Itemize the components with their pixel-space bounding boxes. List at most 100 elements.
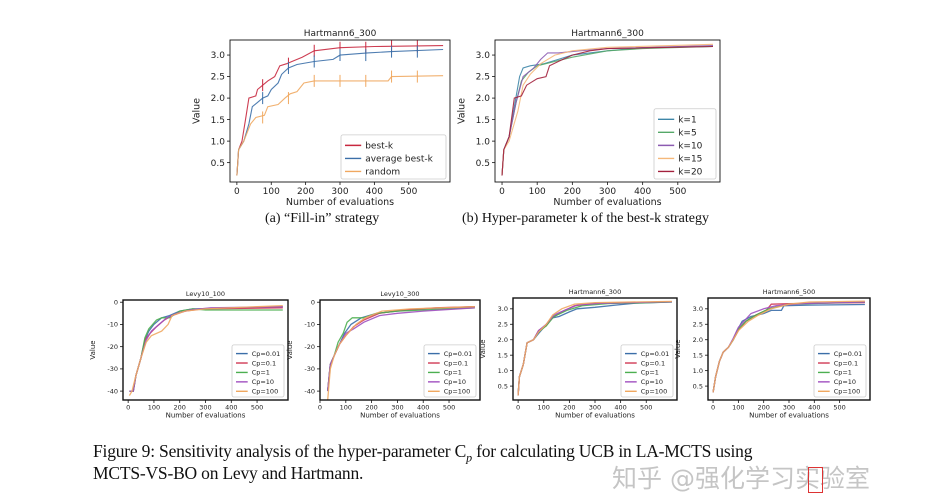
y-tick-label: 2.0: [498, 336, 508, 344]
y-tick-label: -40: [304, 387, 315, 395]
chart-title: Hartmann6_300: [569, 288, 621, 296]
legend-label: Cp=0.01: [444, 350, 473, 358]
x-axis-label: Number of evaluations: [749, 411, 829, 419]
series-line-k-20: [501, 45, 714, 176]
x-tick-label: 0: [234, 187, 240, 197]
series-line-best-k: [236, 45, 444, 176]
x-tick-label: 300: [589, 404, 601, 412]
y-tick-label: 1.0: [498, 367, 508, 375]
y-axis-label: Value: [89, 340, 97, 359]
legend-label: best-k: [365, 142, 394, 152]
legend-label: Cp=10: [641, 378, 663, 386]
series-line-Cp-100: [128, 304, 283, 396]
x-axis-label: Number of evaluations: [553, 197, 661, 208]
x-tick-label: 100: [732, 404, 744, 412]
figure-caption-line2: MCTS-VS-BO on Levy and Hartmann.: [93, 463, 364, 483]
legend-label: Cp=0.1: [641, 359, 665, 367]
y-tick-label: 1.5: [498, 351, 508, 359]
y-axis-label: Value: [674, 339, 682, 358]
watermark-highlight-box: [808, 467, 823, 493]
legend-box: [340, 134, 447, 180]
y-tick-label: -30: [107, 365, 118, 373]
legend-label: Cp=1: [252, 369, 270, 377]
x-tick-label: 300: [331, 187, 348, 197]
x-tick-label: 400: [808, 404, 820, 412]
caption-text: Figure 9: Sensitivity analysis of the hy…: [93, 441, 467, 461]
y-tick-label: 0: [311, 298, 315, 306]
y-tick-label: 1.5: [693, 351, 703, 359]
y-tick-label: -20: [304, 343, 315, 351]
legend-label: Cp=100: [641, 388, 668, 396]
legend-label: Cp=0.01: [252, 350, 281, 358]
chart-title: Levy10_100: [186, 290, 225, 298]
legend-label: Cp=100: [834, 388, 861, 396]
legend-label: Cp=0.01: [641, 350, 670, 358]
x-tick-label: 300: [783, 404, 795, 412]
y-tick-label: 3.0: [211, 51, 226, 61]
y-tick-label: 1.0: [211, 137, 226, 147]
legend-label: k=15: [678, 155, 702, 165]
y-tick-label: -40: [107, 387, 118, 395]
y-axis-label: Value: [191, 98, 202, 124]
legend-label: Cp=10: [444, 378, 466, 386]
y-tick-label: 0.5: [476, 159, 490, 169]
series-line-random: [236, 75, 444, 176]
x-tick-label: 300: [599, 187, 616, 197]
y-tick-label: 1.0: [476, 137, 491, 147]
legend-box: [653, 108, 717, 180]
caption-subscript: p: [466, 450, 472, 465]
legend: best-k average best-k random: [340, 134, 447, 180]
chart-title: Hartmann6_300: [304, 29, 377, 39]
x-tick-label: 500: [251, 404, 263, 412]
subcaption-b: (b) Hyper-parameter k of the best-k stra…: [462, 211, 709, 226]
x-axis-label: Number of evaluations: [360, 411, 440, 419]
y-axis-label: Value: [286, 340, 294, 359]
x-tick-label: 400: [366, 187, 383, 197]
series-line-Cp-100: [712, 300, 865, 393]
x-tick-label: 400: [634, 187, 651, 197]
y-tick-label: 0.5: [693, 382, 703, 390]
y-tick-label: 1.5: [211, 116, 225, 126]
legend-label: k=10: [678, 142, 702, 152]
legend-label: Cp=100: [444, 388, 471, 396]
y-tick-label: -30: [304, 365, 315, 373]
y-tick-label: 0.5: [498, 382, 508, 390]
chart-title: Hartmann6_300: [571, 29, 644, 39]
y-tick-label: 2.5: [498, 321, 508, 329]
x-tick-label: 200: [174, 404, 186, 412]
series-line-Cp-100: [327, 306, 475, 401]
x-tick-label: 0: [126, 404, 130, 412]
x-tick-label: 200: [297, 187, 314, 197]
y-tick-label: -20: [107, 343, 118, 351]
x-tick-label: 100: [340, 404, 352, 412]
caption-text-rest: for calculating UCB in LA-MCTS using: [471, 441, 753, 461]
y-axis-label: Value: [456, 98, 467, 124]
y-tick-label: 2.0: [693, 336, 703, 344]
x-axis-label: Number of evaluations: [555, 411, 635, 419]
y-tick-label: -10: [107, 321, 118, 329]
watermark: 知乎 @强化学习实验室: [612, 464, 870, 493]
chart-title: Hartmann6_500: [763, 288, 815, 296]
chart-b: Hartmann6_300 0 100 200 300 400 500 0.5 1.0 1.5 2.…: [456, 29, 721, 208]
x-tick-label: 400: [225, 404, 237, 412]
x-axis-label: Number of evaluations: [286, 197, 394, 208]
y-tick-label: 3.0: [476, 51, 491, 61]
legend-box: [620, 344, 674, 398]
y-tick-label: 2.5: [693, 321, 703, 329]
x-tick-label: 500: [833, 404, 845, 412]
x-tick-label: 300: [391, 404, 403, 412]
x-tick-label: 0: [318, 404, 322, 412]
y-tick-label: 1.5: [476, 116, 490, 126]
x-tick-label: 500: [669, 187, 686, 197]
x-tick-label: 0: [499, 187, 505, 197]
chart-d: Levy10_300 0 100 200 300 400 500 0 -10 -20 -30 -40 N…: [286, 290, 481, 419]
legend-label: Cp=10: [834, 378, 856, 386]
chart-title: Levy10_300: [380, 290, 419, 298]
legend-label: Cp=0.1: [444, 359, 468, 367]
legend-label: Cp=1: [444, 369, 462, 377]
x-tick-label: 100: [263, 187, 280, 197]
legend-label: random: [365, 168, 400, 178]
